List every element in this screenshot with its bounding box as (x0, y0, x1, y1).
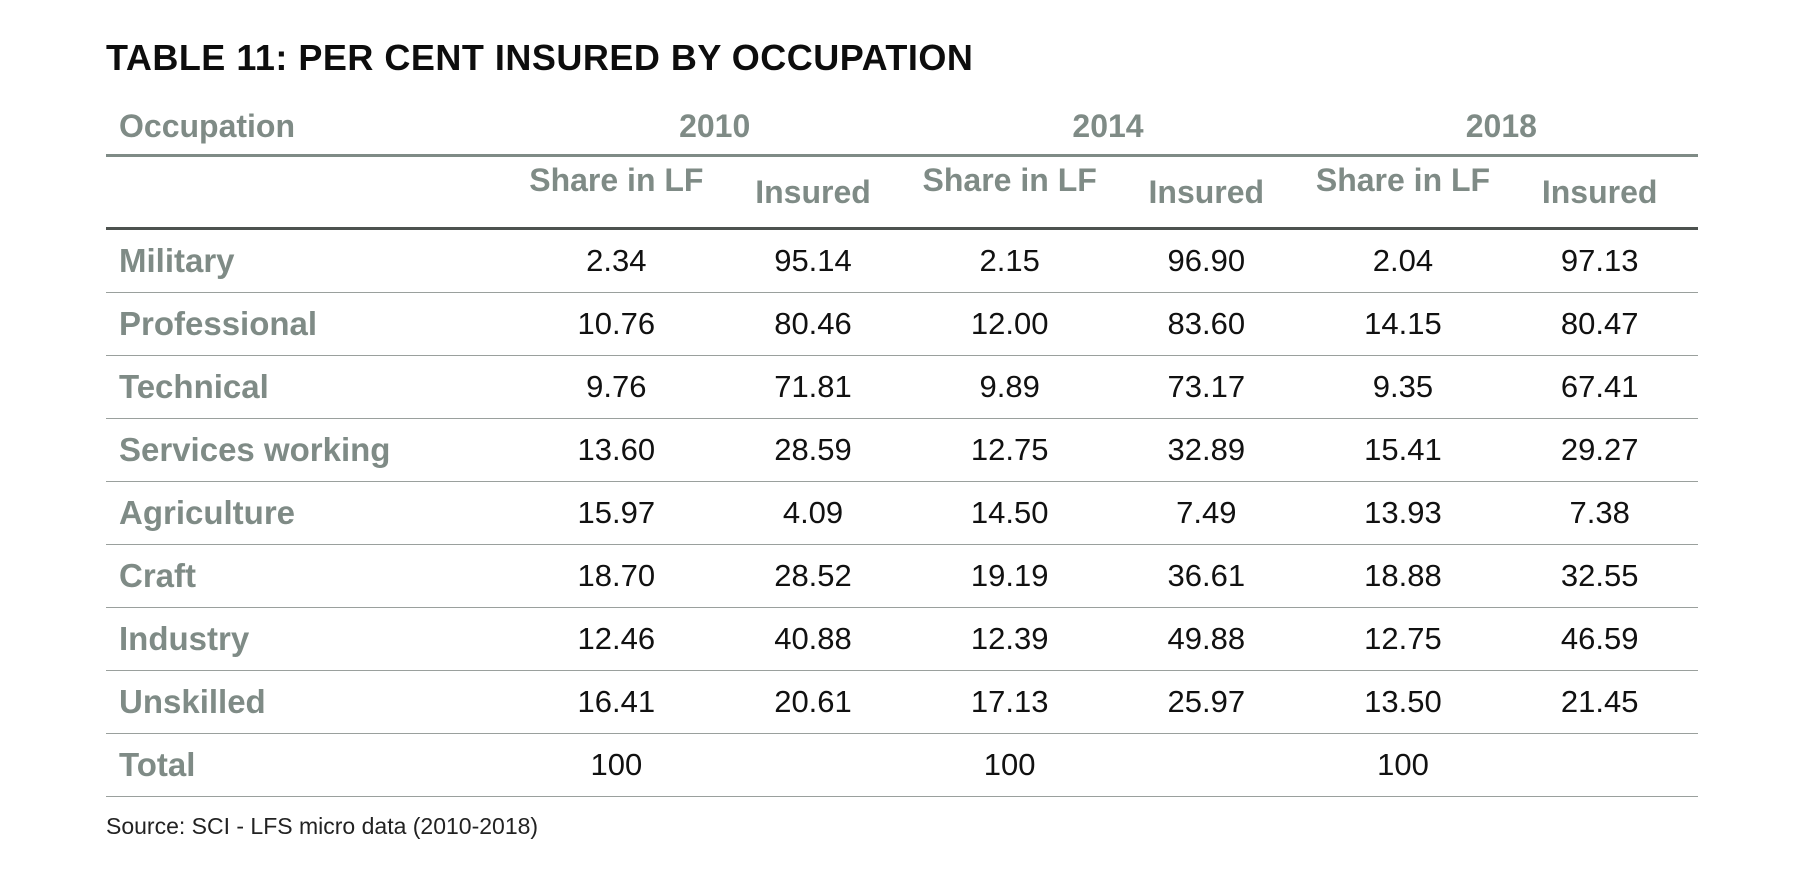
share-in-lf-label: Share in LF (922, 162, 1097, 198)
occupation-cell: Craft (106, 544, 519, 608)
value-cell: 12.75 (1304, 607, 1502, 671)
share-in-lf-label: Share in LF (1315, 162, 1491, 198)
value-cell: 97.13 (1501, 228, 1698, 293)
occupation-column-header: Occupation (106, 98, 519, 157)
value-cell: 13.60 (518, 418, 715, 482)
value-cell: 29.27 (1501, 418, 1698, 482)
value-cell: 13.50 (1304, 670, 1502, 734)
value-cell: 9.35 (1304, 355, 1502, 419)
value-cell: 10.76 (518, 292, 715, 356)
value-cell: 2.04 (1304, 228, 1502, 293)
table-row: Unskilled 16.41 20.61 17.13 25.97 13.50 … (106, 670, 1698, 734)
value-cell: 32.55 (1501, 544, 1698, 608)
value-cell: 80.47 (1501, 292, 1698, 356)
value-cell: 12.46 (518, 607, 715, 671)
value-cell: 32.89 (1107, 418, 1305, 482)
value-cell (1107, 733, 1305, 797)
value-cell: 4.09 (714, 481, 912, 545)
occupation-insured-table: Occupation 2010 2014 2018 Share in LF In… (106, 98, 1698, 797)
value-cell: 28.52 (714, 544, 912, 608)
value-cell (1501, 733, 1698, 797)
year-header-row: Occupation 2010 2014 2018 (106, 98, 1698, 157)
value-cell: 25.97 (1107, 670, 1305, 734)
year-header-2018: 2018 (1304, 98, 1698, 157)
table-row-total: Total 100 100 100 (106, 733, 1698, 797)
value-cell: 7.49 (1107, 481, 1305, 545)
value-cell: 12.39 (911, 607, 1108, 671)
value-cell: 15.41 (1304, 418, 1502, 482)
value-cell: 67.41 (1501, 355, 1698, 419)
value-cell: 28.59 (714, 418, 912, 482)
table-row: Craft 18.70 28.52 19.19 36.61 18.88 32.5… (106, 544, 1698, 608)
table-row: Services working 13.60 28.59 12.75 32.89… (106, 418, 1698, 482)
table-row: Agriculture 15.97 4.09 14.50 7.49 13.93 … (106, 481, 1698, 545)
value-cell: 36.61 (1107, 544, 1305, 608)
value-cell: 19.19 (911, 544, 1108, 608)
empty-sub-header (106, 155, 519, 230)
year-header-2014: 2014 (911, 98, 1305, 157)
table-row: Professional 10.76 80.46 12.00 83.60 14.… (106, 292, 1698, 356)
insured-header-2010: Insured (714, 155, 912, 230)
value-cell: 40.88 (714, 607, 912, 671)
value-cell: 96.90 (1107, 228, 1305, 293)
occupation-cell: Professional (106, 292, 519, 356)
value-cell: 12.00 (911, 292, 1108, 356)
sub-header-row: Share in LF Insured Share in LF Insured … (106, 155, 1698, 230)
occupation-cell: Unskilled (106, 670, 519, 734)
value-cell: 20.61 (714, 670, 912, 734)
value-cell: 9.89 (911, 355, 1108, 419)
share-in-lf-header-2018: Share in LF (1304, 155, 1502, 230)
value-cell: 80.46 (714, 292, 912, 356)
value-cell: 71.81 (714, 355, 912, 419)
value-cell: 15.97 (518, 481, 715, 545)
occupation-cell: Agriculture (106, 481, 519, 545)
insured-header-2014: Insured (1107, 155, 1305, 230)
value-cell: 17.13 (911, 670, 1108, 734)
value-cell: 18.88 (1304, 544, 1502, 608)
value-cell: 49.88 (1107, 607, 1305, 671)
value-cell: 13.93 (1304, 481, 1502, 545)
share-in-lf-label: Share in LF (529, 162, 704, 198)
occupation-cell: Industry (106, 607, 519, 671)
value-cell: 100 (1304, 733, 1502, 797)
share-in-lf-header-2014: Share in LF (911, 155, 1108, 230)
table-row: Industry 12.46 40.88 12.39 49.88 12.75 4… (106, 607, 1698, 671)
value-cell: 2.15 (911, 228, 1108, 293)
document-page: TABLE 11: PER CENT INSURED BY OCCUPATION… (106, 32, 1698, 840)
table-row: Technical 9.76 71.81 9.89 73.17 9.35 67.… (106, 355, 1698, 419)
source-note: Source: SCI - LFS micro data (2010-2018) (106, 813, 539, 839)
occupation-cell: Total (106, 733, 519, 797)
value-cell: 18.70 (518, 544, 715, 608)
year-header-2010: 2010 (518, 98, 912, 157)
table-body: Military 2.34 95.14 2.15 96.90 2.04 97.1… (106, 228, 1698, 797)
value-cell: 100 (518, 733, 715, 797)
value-cell: 46.59 (1501, 607, 1698, 671)
occupation-cell: Services working (106, 418, 519, 482)
occupation-cell: Military (106, 228, 519, 293)
value-cell: 2.34 (518, 228, 715, 293)
table-title: TABLE 11: PER CENT INSURED BY OCCUPATION (106, 37, 974, 78)
table-row: Military 2.34 95.14 2.15 96.90 2.04 97.1… (106, 228, 1698, 293)
value-cell: 73.17 (1107, 355, 1305, 419)
value-cell: 12.75 (911, 418, 1108, 482)
value-cell: 7.38 (1501, 481, 1698, 545)
value-cell: 100 (911, 733, 1108, 797)
value-cell: 9.76 (518, 355, 715, 419)
value-cell: 95.14 (714, 228, 912, 293)
share-in-lf-header-2010: Share in LF (518, 155, 715, 230)
insured-header-2018: Insured (1501, 155, 1698, 230)
value-cell: 14.15 (1304, 292, 1502, 356)
value-cell: 16.41 (518, 670, 715, 734)
value-cell: 21.45 (1501, 670, 1698, 734)
value-cell: 83.60 (1107, 292, 1305, 356)
value-cell: 14.50 (911, 481, 1108, 545)
occupation-cell: Technical (106, 355, 519, 419)
value-cell (714, 733, 912, 797)
